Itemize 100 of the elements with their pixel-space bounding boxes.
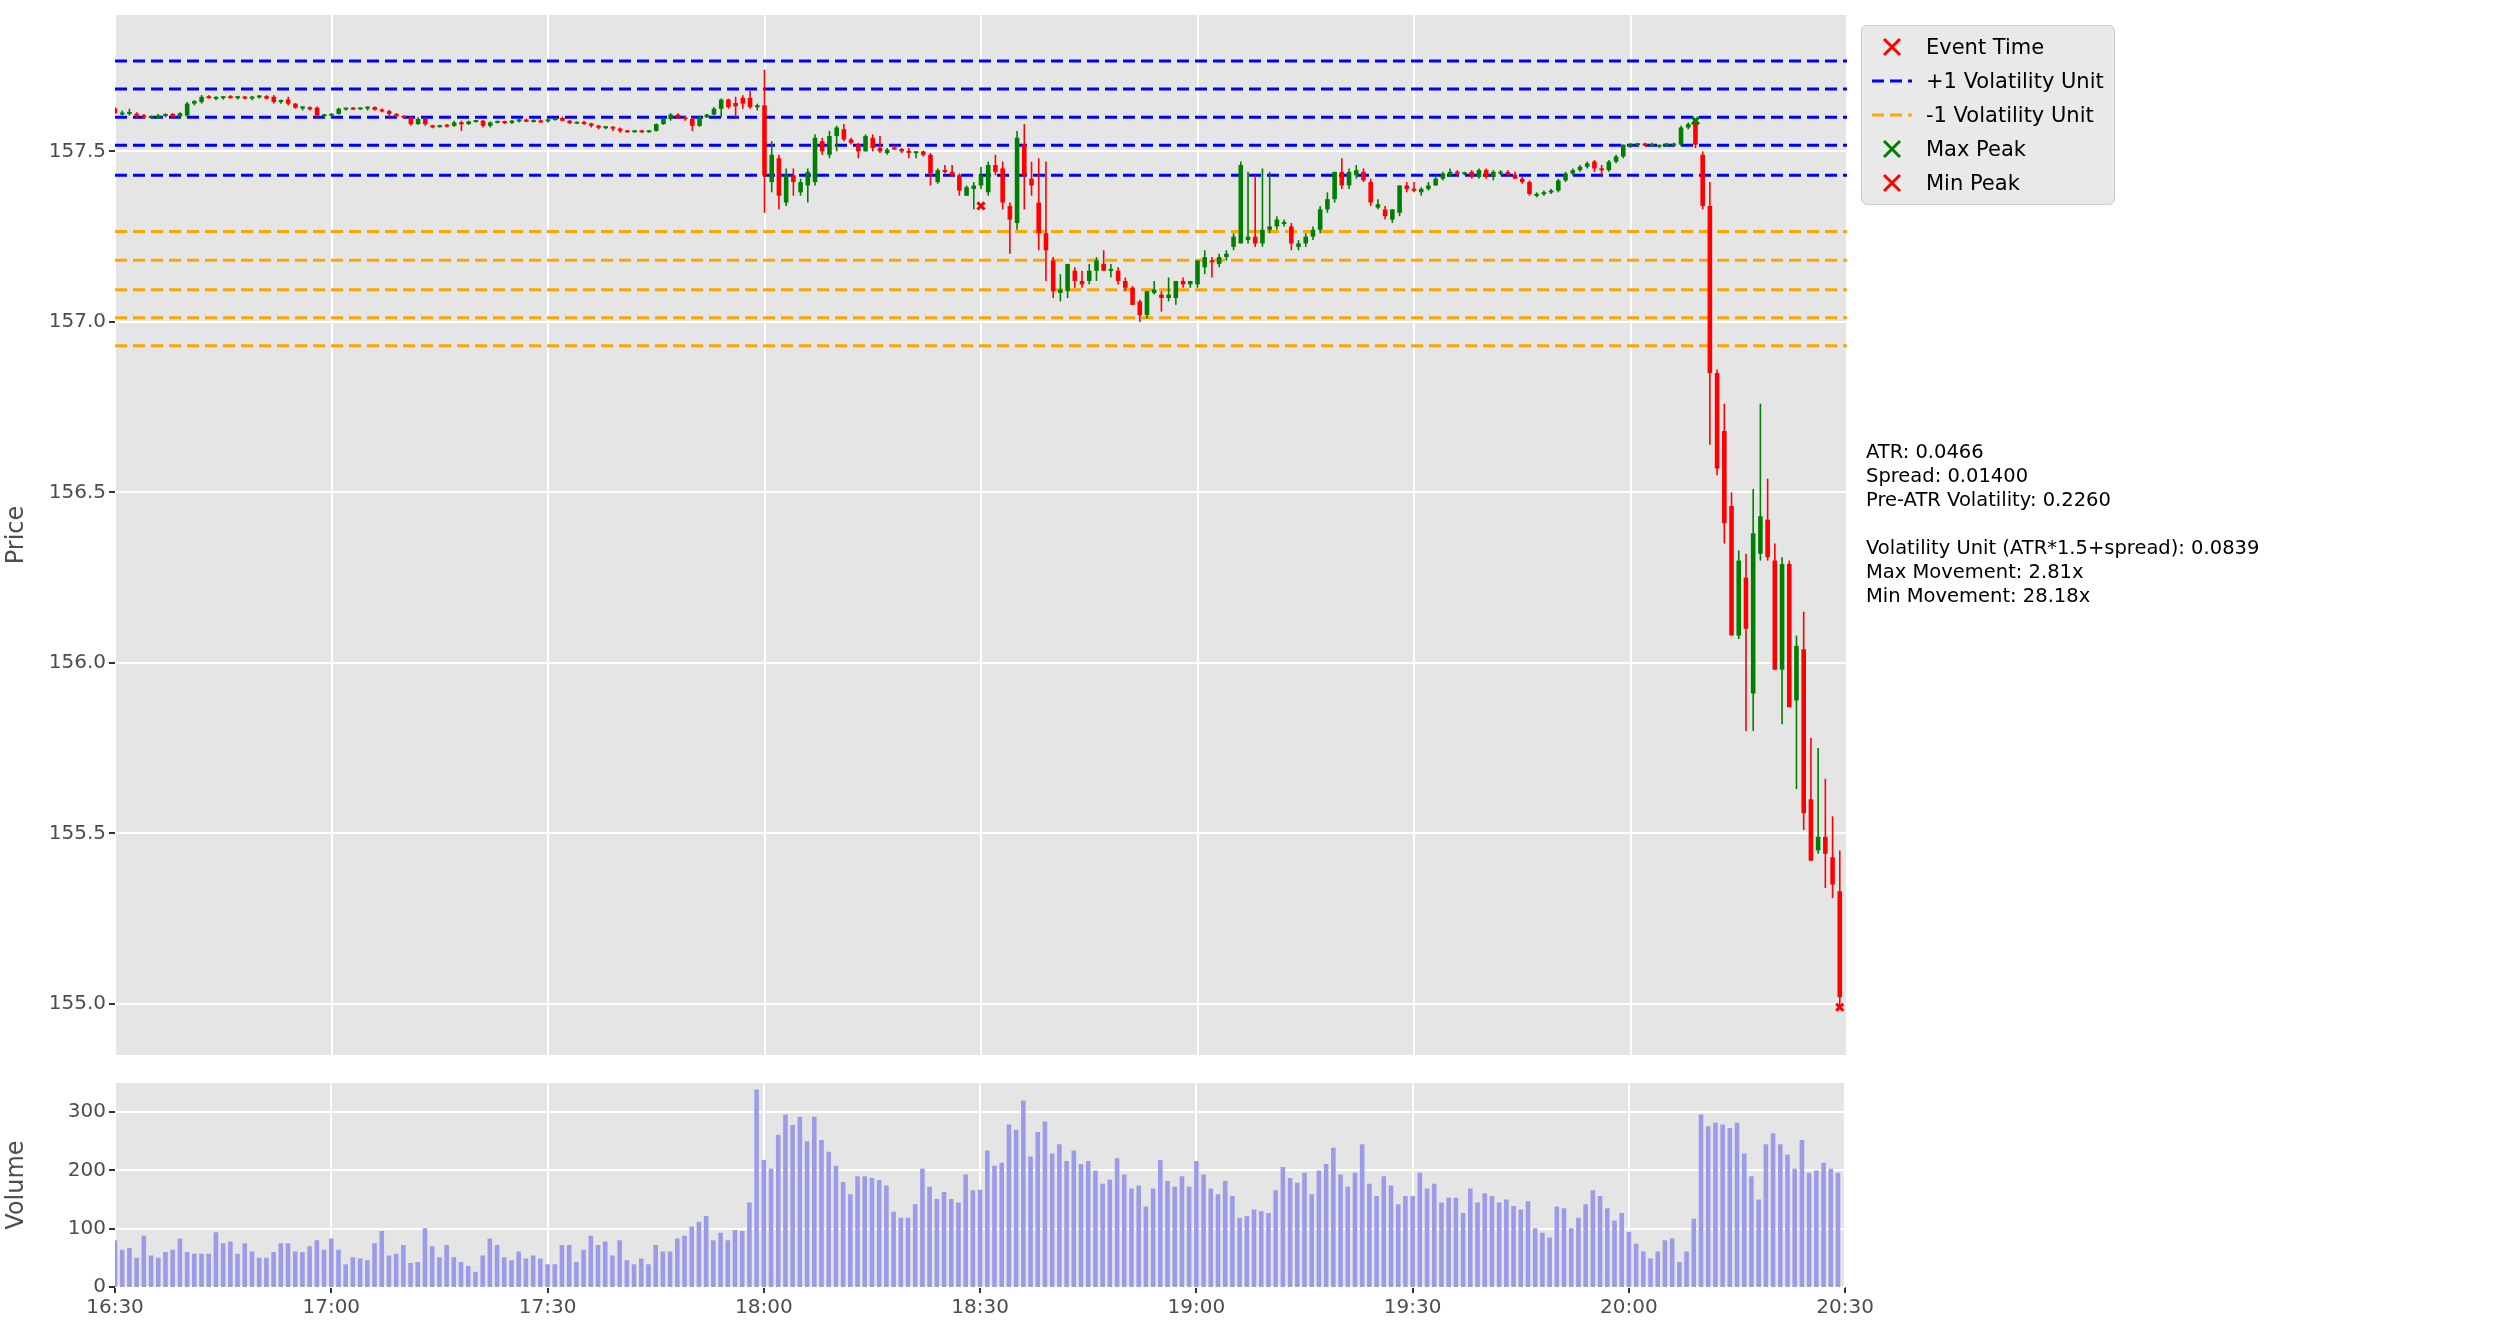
bar (1604, 1208, 1610, 1287)
point (1690, 115, 1701, 126)
bar (119, 1249, 125, 1287)
candlestick (119, 110, 125, 116)
bar (790, 1124, 795, 1287)
x-tick-label: 18:30 (951, 1294, 1009, 1319)
bar (1258, 1211, 1264, 1287)
bar (1741, 1153, 1747, 1287)
bar (1165, 1180, 1170, 1287)
bar (920, 1168, 925, 1287)
bar (617, 1240, 622, 1287)
bar (1655, 1251, 1661, 1287)
bar (1792, 1168, 1797, 1287)
bar (1511, 1205, 1516, 1287)
bar (1648, 1258, 1653, 1287)
bar (1345, 1186, 1351, 1287)
legend-label: Min Peak (1926, 171, 2020, 195)
bar (278, 1243, 284, 1287)
bar (1338, 1174, 1343, 1287)
bar (1814, 1170, 1819, 1287)
bar (235, 1253, 240, 1287)
bar (1302, 1172, 1307, 1287)
bar (1136, 1185, 1142, 1287)
bar (1222, 1180, 1228, 1287)
bar (552, 1264, 558, 1287)
bar (1129, 1188, 1134, 1287)
bar (408, 1263, 413, 1287)
bar (264, 1257, 269, 1287)
text: ATR: 0.0466 Spread: 0.01400 Pre-ATR Volatility: 0.2260 (1866, 440, 2112, 512)
bar (444, 1245, 449, 1287)
x-tick-label: 19:00 (1167, 1294, 1226, 1319)
bar (465, 1266, 471, 1287)
bar (1367, 1183, 1372, 1287)
bar (725, 1240, 731, 1287)
y-axis-title: Volume (0, 1140, 29, 1230)
bar (242, 1243, 248, 1287)
bar (862, 1176, 868, 1287)
legend-label: -1 Volatility Unit (1926, 103, 2094, 127)
bar (1785, 1154, 1790, 1287)
bar (473, 1271, 478, 1287)
bar (379, 1231, 385, 1287)
bar (1439, 1202, 1444, 1287)
x-tick-label: 18:00 (735, 1294, 793, 1319)
bar (855, 1176, 860, 1287)
bar (1576, 1217, 1581, 1287)
y-tick-label: 156.0 (48, 649, 106, 674)
bar (170, 1249, 175, 1287)
legend-label: +1 Volatility Unit (1926, 69, 2104, 93)
bar (1713, 1122, 1718, 1287)
bar (1828, 1168, 1834, 1287)
bar (812, 1116, 817, 1287)
bar (1612, 1220, 1617, 1287)
bar (891, 1211, 896, 1287)
bar (328, 1238, 334, 1287)
bar (336, 1249, 341, 1287)
bar (948, 1198, 954, 1287)
bar (516, 1251, 521, 1287)
bar (747, 1202, 752, 1287)
y-tick-label: 157.0 (48, 308, 106, 333)
bar (1756, 1199, 1761, 1287)
bar (963, 1174, 968, 1287)
legend-label: Event Time (1926, 35, 2045, 59)
point (1834, 1002, 1845, 1013)
bar (1518, 1209, 1524, 1287)
bar (1410, 1196, 1415, 1287)
bar (1468, 1188, 1473, 1287)
candlestick (1151, 280, 1157, 295)
bar (1093, 1170, 1098, 1287)
bar (992, 1165, 997, 1287)
bar (1208, 1188, 1214, 1287)
bar (1121, 1174, 1127, 1287)
bar (985, 1150, 990, 1287)
bar (228, 1241, 233, 1287)
bar (718, 1232, 723, 1287)
x-tick-label: 19:30 (1383, 1294, 1442, 1319)
bar (1684, 1251, 1689, 1287)
text: Volatility Unit (ATR*1.5+spread): 0.0839 Max Movement: 2.81x Min Movement: 28.18x (1866, 536, 2260, 608)
bar (415, 1261, 421, 1287)
x-tick-label: 20:00 (1600, 1294, 1658, 1319)
bar (754, 1089, 759, 1287)
bar (300, 1252, 305, 1287)
bar (191, 1253, 197, 1287)
bar (711, 1240, 716, 1287)
bar (775, 1134, 781, 1287)
bar (372, 1243, 377, 1287)
bar (1331, 1147, 1336, 1287)
x-tick-label: 17:00 (302, 1294, 361, 1319)
bar (199, 1253, 204, 1287)
bar (1374, 1196, 1379, 1287)
bar (1028, 1156, 1033, 1287)
bar (682, 1235, 687, 1287)
bar (1172, 1186, 1178, 1287)
legend-label: Max Peak (1926, 137, 2026, 161)
bar (365, 1260, 370, 1287)
bar (1641, 1251, 1646, 1287)
bar (1266, 1212, 1271, 1287)
candlestick (1252, 175, 1258, 247)
bar (1540, 1232, 1545, 1287)
bar (574, 1261, 579, 1287)
y-tick-label: 155.0 (48, 990, 106, 1015)
